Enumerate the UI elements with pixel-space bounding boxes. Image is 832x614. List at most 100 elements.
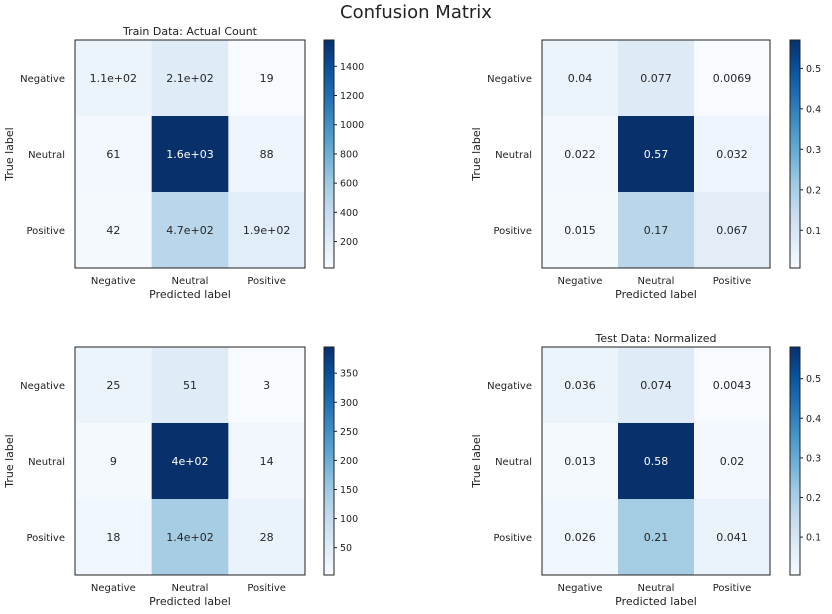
cell-value-label: 9	[110, 455, 117, 468]
x-axis-label: Predicted label	[149, 288, 231, 301]
colorbar-tick-label: 0.3	[806, 145, 821, 156]
cell-value-label: 1.9e+02	[243, 224, 290, 237]
cell-value-label: 0.0043	[713, 379, 752, 392]
colorbar-tick-label: 800	[340, 149, 358, 160]
cell-value-label: 1.6e+03	[166, 148, 213, 161]
colorbar-tick-label: 200	[340, 237, 358, 248]
plot-frame	[74, 346, 306, 576]
panel-title: Test Data: Normalized	[594, 332, 716, 345]
y-tick-label: Positive	[26, 533, 65, 544]
colorbar	[323, 346, 335, 576]
colorbar-tick-label: 0.4	[806, 414, 821, 425]
figure-title: Confusion Matrix	[340, 2, 492, 23]
matrix-cell	[542, 347, 619, 424]
matrix-cell	[151, 116, 229, 193]
cell-value-label: 42	[106, 224, 120, 237]
cell-value-label: 0.022	[564, 148, 596, 161]
colorbar-tick-label: 1200	[340, 91, 364, 102]
x-tick-label: Negative	[91, 276, 136, 287]
y-tick-label: Neutral	[28, 150, 65, 161]
cell-value-label: 1.1e+02	[90, 72, 137, 85]
y-axis-label: True label	[3, 434, 16, 488]
cell-value-label: 3	[263, 379, 270, 392]
x-axis-label: Predicted label	[615, 595, 697, 608]
cell-value-label: 19	[260, 72, 274, 85]
plot-frame	[541, 346, 771, 576]
matrix-cell	[151, 40, 229, 117]
x-tick-label: Positive	[247, 276, 286, 287]
cell-value-label: 0.041	[716, 531, 748, 544]
matrix-cell	[694, 192, 771, 269]
cell-value-label: 0.04	[568, 72, 593, 85]
colorbar-tick-label: 350	[340, 369, 358, 380]
colorbar-tick-label: 100	[340, 514, 358, 525]
cell-value-label: 2.1e+02	[166, 72, 213, 85]
cell-value-label: 0.013	[564, 455, 596, 468]
matrix-cell	[75, 423, 153, 500]
matrix-cell	[228, 40, 306, 117]
colorbar-tick-label: 0.1	[806, 533, 821, 544]
plot-frame	[74, 39, 306, 269]
y-tick-label: Positive	[493, 533, 532, 544]
matrix-cell	[542, 499, 619, 576]
matrix-cell	[618, 423, 695, 500]
matrix-cell	[75, 347, 153, 424]
cell-value-label: 18	[106, 531, 120, 544]
matrix-cell	[694, 116, 771, 193]
matrix-cell	[694, 423, 771, 500]
cell-value-label: 0.036	[564, 379, 596, 392]
y-tick-label: Negative	[487, 381, 532, 392]
y-tick-label: Neutral	[495, 457, 532, 468]
cell-value-label: 4e+02	[172, 455, 209, 468]
cell-value-label: 61	[106, 148, 120, 161]
cell-value-label: 0.015	[564, 224, 596, 237]
x-tick-label: Positive	[713, 276, 752, 287]
cell-value-label: 14	[260, 455, 274, 468]
matrix-cell	[75, 116, 153, 193]
matrix-cell	[542, 423, 619, 500]
matrix-cell	[228, 116, 306, 193]
y-axis-label: True label	[470, 127, 483, 181]
matrix-cell	[228, 192, 306, 269]
matrix-cell	[542, 192, 619, 269]
cell-value-label: 0.02	[720, 455, 745, 468]
colorbar-tick-label: 0.2	[806, 185, 821, 196]
y-axis-label: True label	[3, 127, 16, 181]
colorbar-tick-label: 200	[340, 456, 358, 467]
matrix-cell	[75, 499, 153, 576]
matrix-cell	[151, 499, 229, 576]
matrix-cell	[542, 116, 619, 193]
x-tick-label: Negative	[91, 583, 136, 594]
cell-value-label: 0.026	[564, 531, 596, 544]
colorbar-tick-label: 600	[340, 179, 358, 190]
matrix-cell	[151, 347, 229, 424]
matrix-cell	[542, 40, 619, 117]
cell-value-label: 28	[260, 531, 274, 544]
cell-value-label: 51	[183, 379, 197, 392]
y-tick-label: Positive	[493, 226, 532, 237]
cell-value-label: 25	[106, 379, 120, 392]
matrix-cell	[151, 192, 229, 269]
confusion-matrix-panel-2: 0.04 0.077 0.0069 0.022 0.57 0.032 0.015 0.17 0.…	[470, 39, 821, 301]
matrix-cell	[75, 40, 153, 117]
matrix-cell	[75, 192, 153, 269]
colorbar-tick-label: 0.4	[806, 104, 821, 115]
x-tick-label: Positive	[713, 583, 752, 594]
colorbar	[789, 346, 801, 576]
colorbar	[789, 39, 801, 269]
colorbar-tick-label: 50	[340, 543, 352, 554]
cell-value-label: 0.077	[640, 72, 672, 85]
matrix-cell	[618, 116, 695, 193]
matrix-cell	[618, 192, 695, 269]
colorbar-tick-label: 300	[340, 398, 358, 409]
cell-value-label: 0.0069	[713, 72, 752, 85]
colorbar-tick-label: 0.5	[806, 374, 821, 385]
x-tick-label: Negative	[558, 276, 603, 287]
matrix-cell	[228, 347, 306, 424]
colorbar-tick-label: 0.3	[806, 453, 821, 464]
colorbar-tick-label: 400	[340, 208, 358, 219]
colorbar-tick-label: 1000	[340, 120, 364, 131]
cell-value-label: 0.074	[640, 379, 672, 392]
cell-value-label: 0.17	[644, 224, 669, 237]
